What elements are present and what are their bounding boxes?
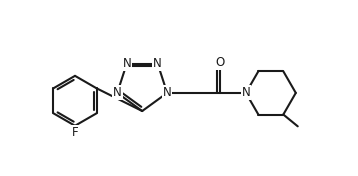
Text: N: N bbox=[153, 57, 162, 70]
Text: F: F bbox=[72, 126, 78, 139]
Text: N: N bbox=[122, 57, 131, 70]
Text: N: N bbox=[242, 86, 250, 99]
Text: N: N bbox=[113, 86, 122, 99]
Text: O: O bbox=[215, 56, 224, 69]
Text: N: N bbox=[163, 86, 171, 99]
